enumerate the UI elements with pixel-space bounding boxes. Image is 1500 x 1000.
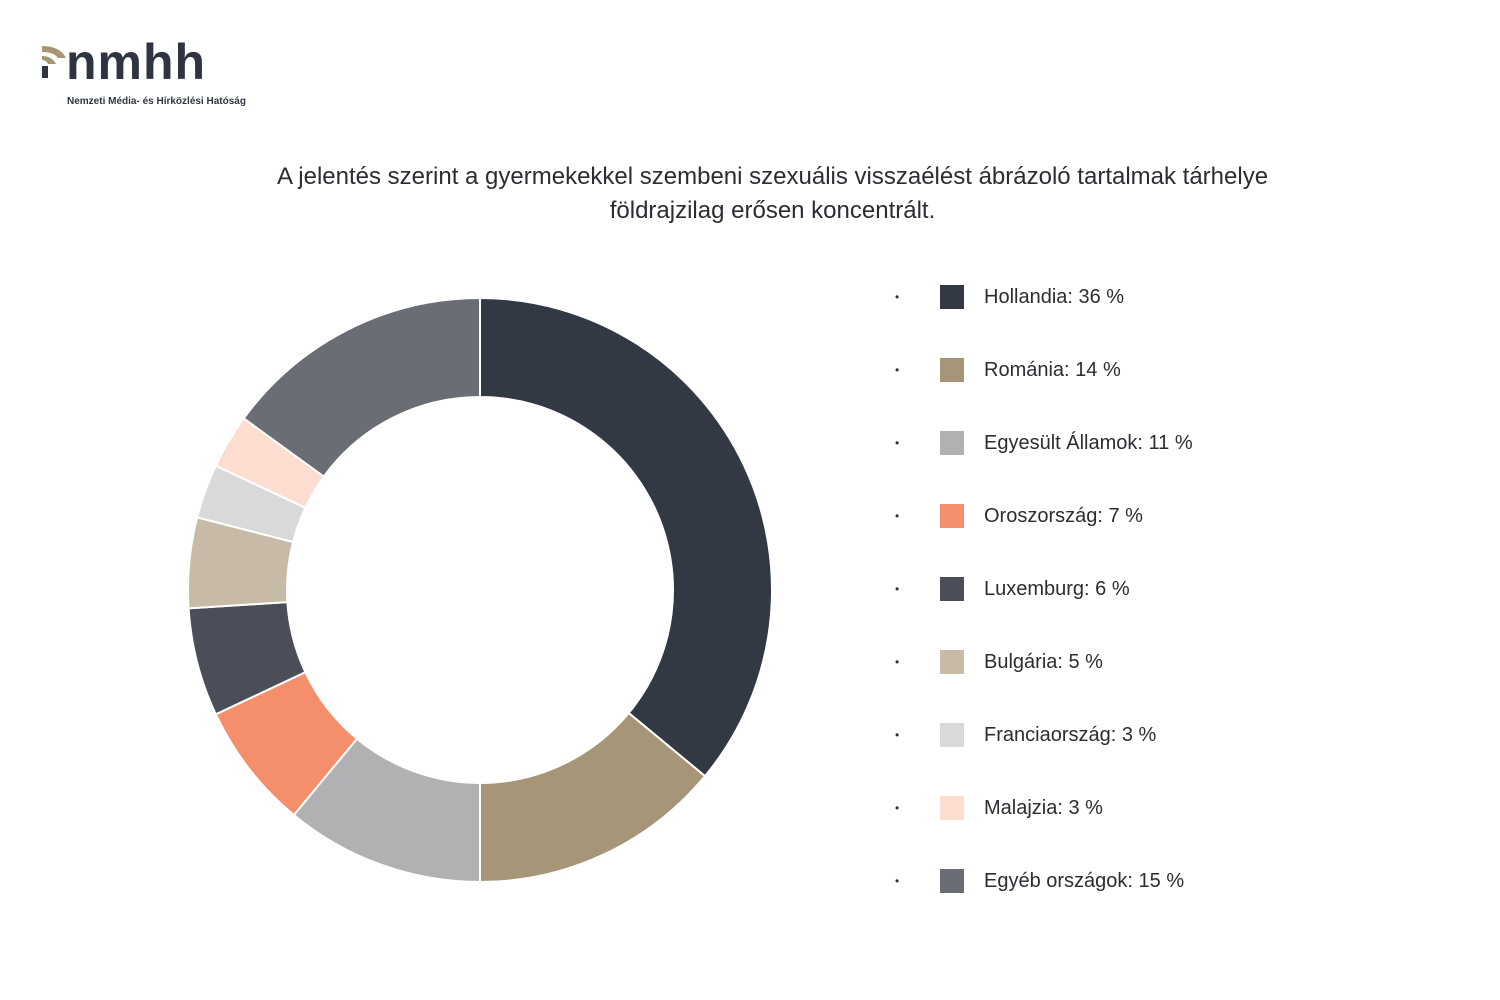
legend-bullet: • (895, 509, 900, 523)
logo-subtitle: Nemzeti Média- és Hírközlési Hatóság (67, 96, 246, 107)
legend-item-5: • Bulgária: 5 % (895, 645, 1455, 718)
legend-label: Bulgária: 5 % (984, 651, 1103, 673)
legend-label: Oroszország: 7 % (984, 505, 1143, 527)
donut-slice-8 (242, 296, 481, 478)
donut-chart (187, 296, 773, 884)
legend-item-4: • Luxemburg: 6 % (895, 572, 1455, 645)
donut-slice-0 (479, 296, 773, 778)
legend-label: Franciaország: 3 % (984, 724, 1157, 746)
legend-bullet: • (895, 363, 900, 377)
legend-swatch (940, 431, 964, 455)
legend-label: Románia: 14 % (984, 359, 1121, 381)
legend-label: Egyéb országok: 15 % (984, 870, 1185, 892)
legend-bullet: • (895, 290, 900, 304)
legend-label: Luxemburg: 6 % (984, 578, 1130, 600)
legend-bullet: • (895, 655, 900, 669)
chart-title-line-1: A jelentés szerint a gyermekekkel szembe… (276, 163, 1269, 190)
legend-swatch (940, 504, 964, 528)
chart-title-line-2: földrajzilag erősen koncentrált. (609, 197, 936, 224)
legend-swatch (940, 577, 964, 601)
legend-swatch (940, 650, 964, 674)
legend-label: Malajzia: 3 % (984, 797, 1103, 819)
legend-item-7: • Malajzia: 3 % (895, 791, 1455, 864)
nmhh-logo-mark-icon (42, 46, 66, 78)
legend-bullet: • (895, 436, 900, 450)
legend-item-2: • Egyesült Államok: 11 % (895, 426, 1455, 499)
legend-swatch (940, 869, 964, 893)
legend-bullet: • (895, 582, 900, 596)
legend-swatch (940, 285, 964, 309)
legend-swatch (940, 796, 964, 820)
legend-item-6: • Franciaország: 3 % (895, 718, 1455, 791)
legend-bullet: • (895, 801, 900, 815)
legend-label: Hollandia: 36 % (984, 286, 1125, 308)
chart-title: A jelentés szerint a gyermekekkel szembe… (100, 160, 1445, 228)
legend-item-8: • Egyéb országok: 15 % (895, 864, 1455, 937)
legend-swatch (940, 358, 964, 382)
legend-item-3: • Oroszország: 7 % (895, 499, 1455, 572)
legend-bullet: • (895, 728, 900, 742)
legend-bullet: • (895, 874, 900, 888)
legend-swatch (940, 723, 964, 747)
chart-legend: • Hollandia: 36 % • Románia: 14 % • Egyesült … (895, 280, 1455, 937)
legend-item-0: • Hollandia: 36 % (895, 280, 1455, 353)
legend-label: Egyesült Államok: 11 % (984, 432, 1193, 454)
logo-wordmark: nmhh (66, 34, 207, 90)
nmhh-logo: nmhh Nemzeti Média- és Hírközlési Hatósá… (40, 34, 300, 120)
legend-item-1: • Románia: 14 % (895, 353, 1455, 426)
